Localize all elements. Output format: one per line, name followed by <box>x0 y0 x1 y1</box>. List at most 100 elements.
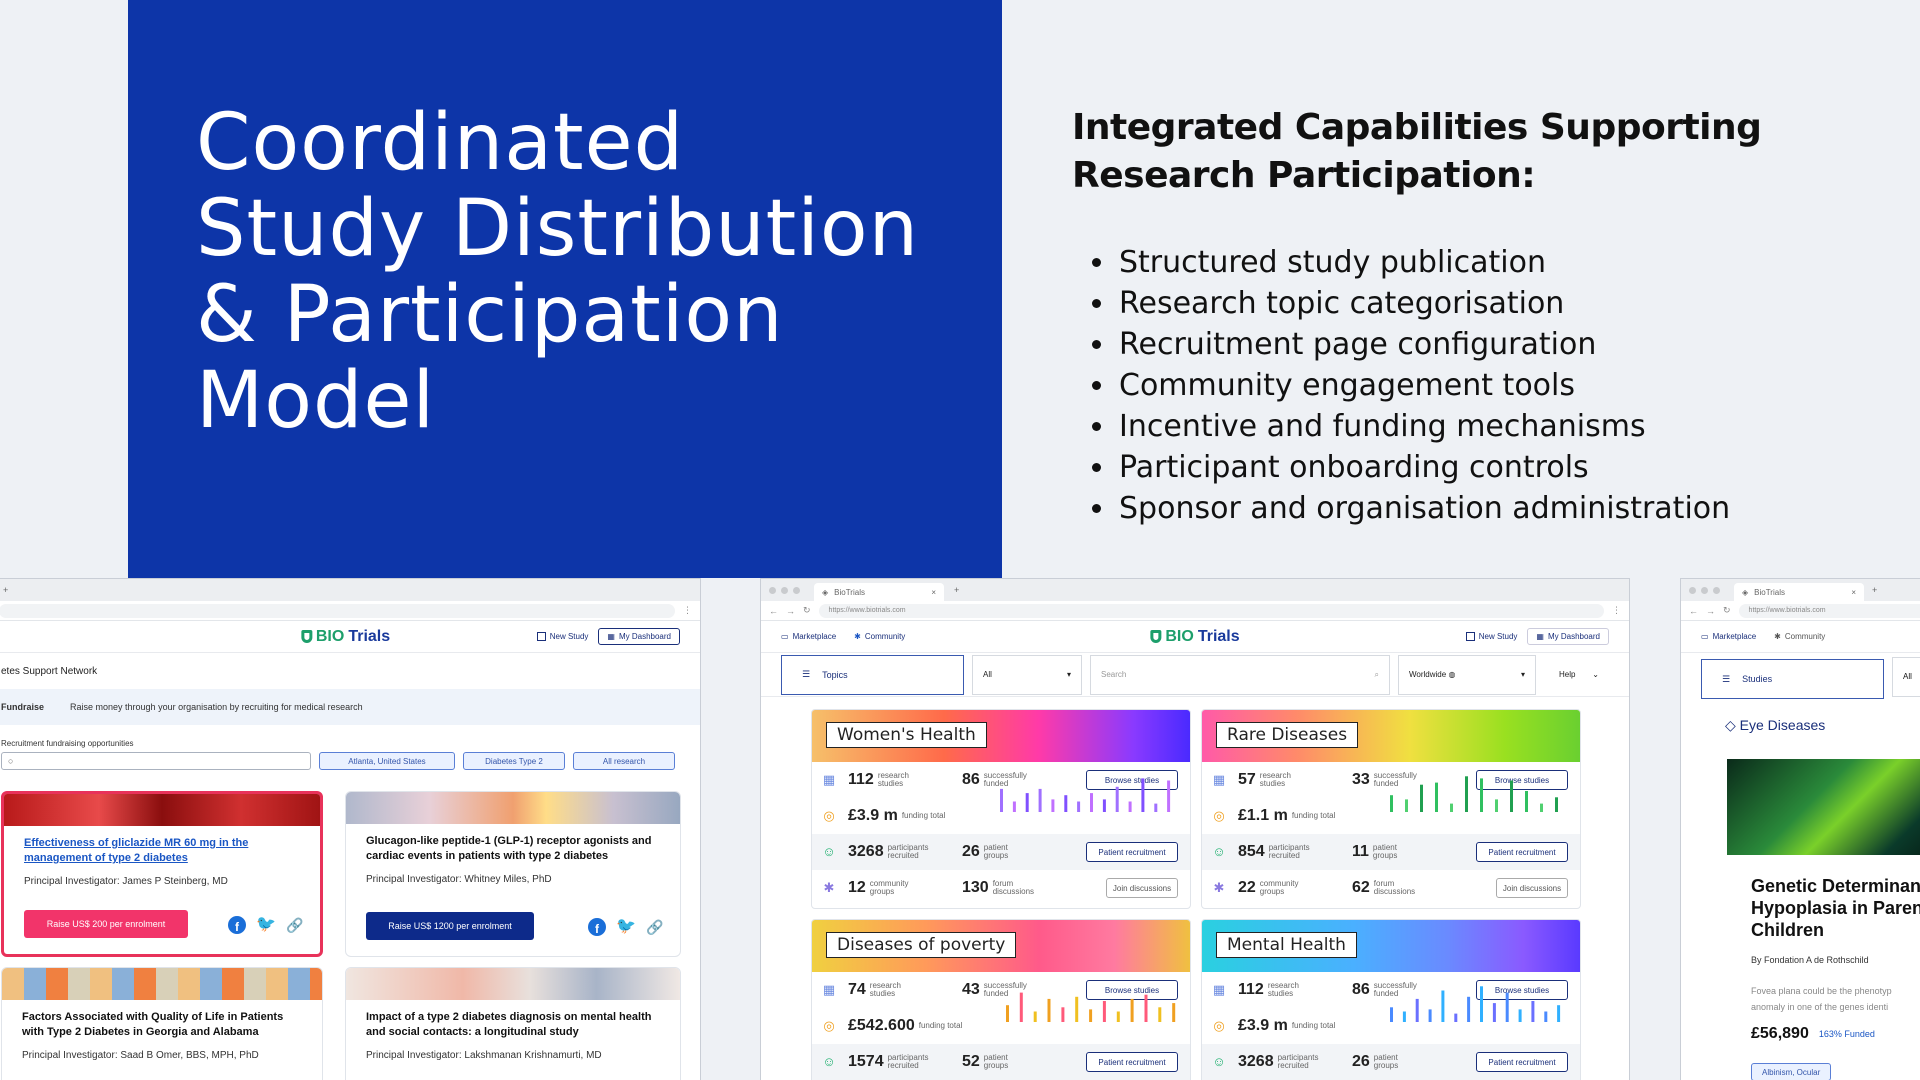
window-controls[interactable] <box>1689 586 1720 594</box>
study-card[interactable]: Glucagon-like peptide-1 (GLP-1) receptor… <box>345 791 681 957</box>
category-select[interactable]: All <box>1892 657 1920 697</box>
header-nav: ▭ Marketplace ✱ Community <box>781 632 905 641</box>
forward-icon[interactable]: → <box>786 605 795 616</box>
bullet-icon <box>1092 422 1101 431</box>
funding-row: ◎ £542.600 funding total <box>812 992 1190 1044</box>
marketplace-link[interactable]: ▭ Marketplace <box>1701 632 1756 641</box>
marketplace-icon: ▭ <box>1701 632 1709 641</box>
kebab-menu-icon[interactable]: ⋮ <box>683 605 692 615</box>
new-study-button[interactable]: New Study <box>1465 632 1518 641</box>
new-tab-icon[interactable]: + <box>1872 585 1878 595</box>
biotrials-logo[interactable]: BIO Trials <box>300 628 390 646</box>
new-tab-icon[interactable]: + <box>3 585 9 595</box>
study-title[interactable]: Impact of a type 2 diabetes diagnosis on… <box>366 1011 652 1038</box>
twitter-icon[interactable]: 🐦 <box>256 916 276 933</box>
research-chip[interactable]: All research <box>573 752 675 770</box>
kebab-menu-icon[interactable]: ⋮ <box>1612 605 1621 615</box>
study-card[interactable]: Factors Associated with Quality of Life … <box>1 967 323 1080</box>
patient-recruitment-button[interactable]: Patient recruitment <box>1086 1052 1178 1072</box>
back-icon[interactable]: ← <box>769 605 778 616</box>
facebook-icon[interactable]: f <box>588 918 606 936</box>
tab-bar: + <box>0 579 700 601</box>
study-card[interactable]: Effectiveness of gliclazide MR 60 mg in … <box>1 791 323 957</box>
window-controls[interactable] <box>769 586 800 594</box>
stat-label: community groups <box>1259 879 1299 896</box>
join-discussions-button[interactable]: Join discussions <box>1106 878 1178 898</box>
funded-stat: 33 successfully funded <box>1352 771 1422 789</box>
condition-chip[interactable]: Diabetes Type 2 <box>463 752 565 770</box>
facebook-icon[interactable]: f <box>228 916 246 934</box>
stat-label: successfully funded <box>983 981 1027 998</box>
principal-investigator: Principal Investigator: Lakshmanan Krish… <box>366 1050 602 1061</box>
community-link[interactable]: ✱ Community <box>854 632 905 641</box>
browser-tab[interactable]: ◈ BioTrials × <box>814 583 944 601</box>
raise-button[interactable]: Raise US$ 1200 per enrolment <box>366 912 534 940</box>
patient-recruitment-button[interactable]: Patient recruitment <box>1476 1052 1568 1072</box>
patient-recruitment-button[interactable]: Patient recruitment <box>1476 842 1568 862</box>
category-select[interactable]: All ▾ <box>972 654 1082 695</box>
fundraise-text: Raise money through your organisation by… <box>70 702 363 712</box>
bar-mark <box>1116 1011 1120 1022</box>
browse-studies-button[interactable]: Browse studies <box>1476 980 1568 1000</box>
address-row: ← → ↻ https://www.biotrials.com <box>1681 601 1920 621</box>
search-input[interactable]: Search ⌕ <box>1090 654 1390 695</box>
region-select[interactable]: Worldwide ◍ ▾ <box>1398 654 1536 695</box>
biotrials-logo[interactable]: BIO Trials <box>1150 627 1240 646</box>
raise-button[interactable]: Raise US$ 200 per enrolment <box>24 910 188 938</box>
address-bar[interactable]: https://www.biotrials.com <box>818 603 1604 618</box>
bar-mark <box>1518 1009 1522 1022</box>
studies-toggle[interactable]: ☰ Studies <box>1701 659 1884 699</box>
filter-row: ○ Atlanta, United States Diabetes Type 2… <box>0 748 700 774</box>
address-bar[interactable]: https://www.biotrials.com <box>1738 603 1920 618</box>
my-dashboard-button[interactable]: ▦ My Dashboard <box>598 628 680 645</box>
join-discussions-button[interactable]: Join discussions <box>1496 878 1568 898</box>
forum-count: 62 <box>1352 879 1370 896</box>
bar-mark <box>1061 1007 1065 1022</box>
my-dashboard-button[interactable]: ▦ My Dashboard <box>1527 628 1609 645</box>
new-tab-icon[interactable]: + <box>954 585 960 595</box>
topics-toggle[interactable]: ☰ Topics <box>781 654 964 695</box>
principal-investigator: Principal Investigator: James P Steinber… <box>24 876 228 887</box>
study-card[interactable]: Impact of a type 2 diabetes diagnosis on… <box>345 967 681 1080</box>
new-study-button[interactable]: New Study <box>536 632 588 641</box>
bar-mark <box>1450 803 1453 812</box>
address-bar[interactable] <box>0 603 675 618</box>
browser-tab[interactable]: ◈ BioTrials × <box>1734 583 1864 601</box>
condition-tag[interactable]: Albinism, Ocular <box>1751 1063 1832 1080</box>
groups-count: 26 <box>1352 1053 1370 1070</box>
bullet-icon <box>1092 340 1101 349</box>
back-icon[interactable]: ← <box>1689 605 1698 616</box>
study-image <box>4 794 320 826</box>
marketplace-link[interactable]: ▭ Marketplace <box>781 632 836 641</box>
browse-studies-button[interactable]: Browse studies <box>1086 770 1178 790</box>
patient-recruitment-button[interactable]: Patient recruitment <box>1086 842 1178 862</box>
community-link[interactable]: ✱ Community <box>1774 632 1825 641</box>
study-title[interactable]: Factors Associated with Quality of Life … <box>22 1011 284 1038</box>
community-count: 22 <box>1238 879 1256 896</box>
twitter-icon[interactable]: 🐦 <box>616 918 636 935</box>
study-title[interactable]: Genetic Determinan Hypoplasia in Paren C… <box>1751 875 1920 941</box>
location-chip[interactable]: Atlanta, United States <box>319 752 455 770</box>
browse-studies-button[interactable]: Browse studies <box>1476 770 1568 790</box>
capability-text: Participant onboarding controls <box>1119 450 1589 485</box>
stat-label: research studies <box>869 981 901 998</box>
tile-header: Mental Health <box>1202 920 1580 972</box>
reload-icon[interactable]: ↻ <box>1723 605 1731 615</box>
stat-label: forum discussions <box>1373 879 1416 896</box>
opportunities-label: Recruitment fundraising opportunities <box>1 739 134 748</box>
link-icon[interactable]: 🔗 <box>286 917 304 933</box>
link-icon[interactable]: 🔗 <box>646 919 664 935</box>
help-menu[interactable]: Help ⌄ <box>1549 655 1609 695</box>
stat-label: successfully funded <box>1373 981 1417 998</box>
study-title[interactable]: Glucagon-like peptide-1 (GLP-1) receptor… <box>366 835 652 862</box>
stat-label: patient groups <box>983 843 1009 860</box>
search-input[interactable]: ○ <box>1 752 311 770</box>
new-study-label: New Study <box>1478 632 1518 641</box>
forward-icon[interactable]: → <box>1706 605 1715 616</box>
reload-icon[interactable]: ↻ <box>803 605 811 615</box>
logo-suffix: Trials <box>1197 627 1240 645</box>
close-icon[interactable]: × <box>931 587 936 597</box>
address-row: ⋮ <box>0 601 700 621</box>
study-title-link[interactable]: Effectiveness of gliclazide MR 60 mg in … <box>24 837 249 864</box>
close-icon[interactable]: × <box>1851 587 1856 597</box>
